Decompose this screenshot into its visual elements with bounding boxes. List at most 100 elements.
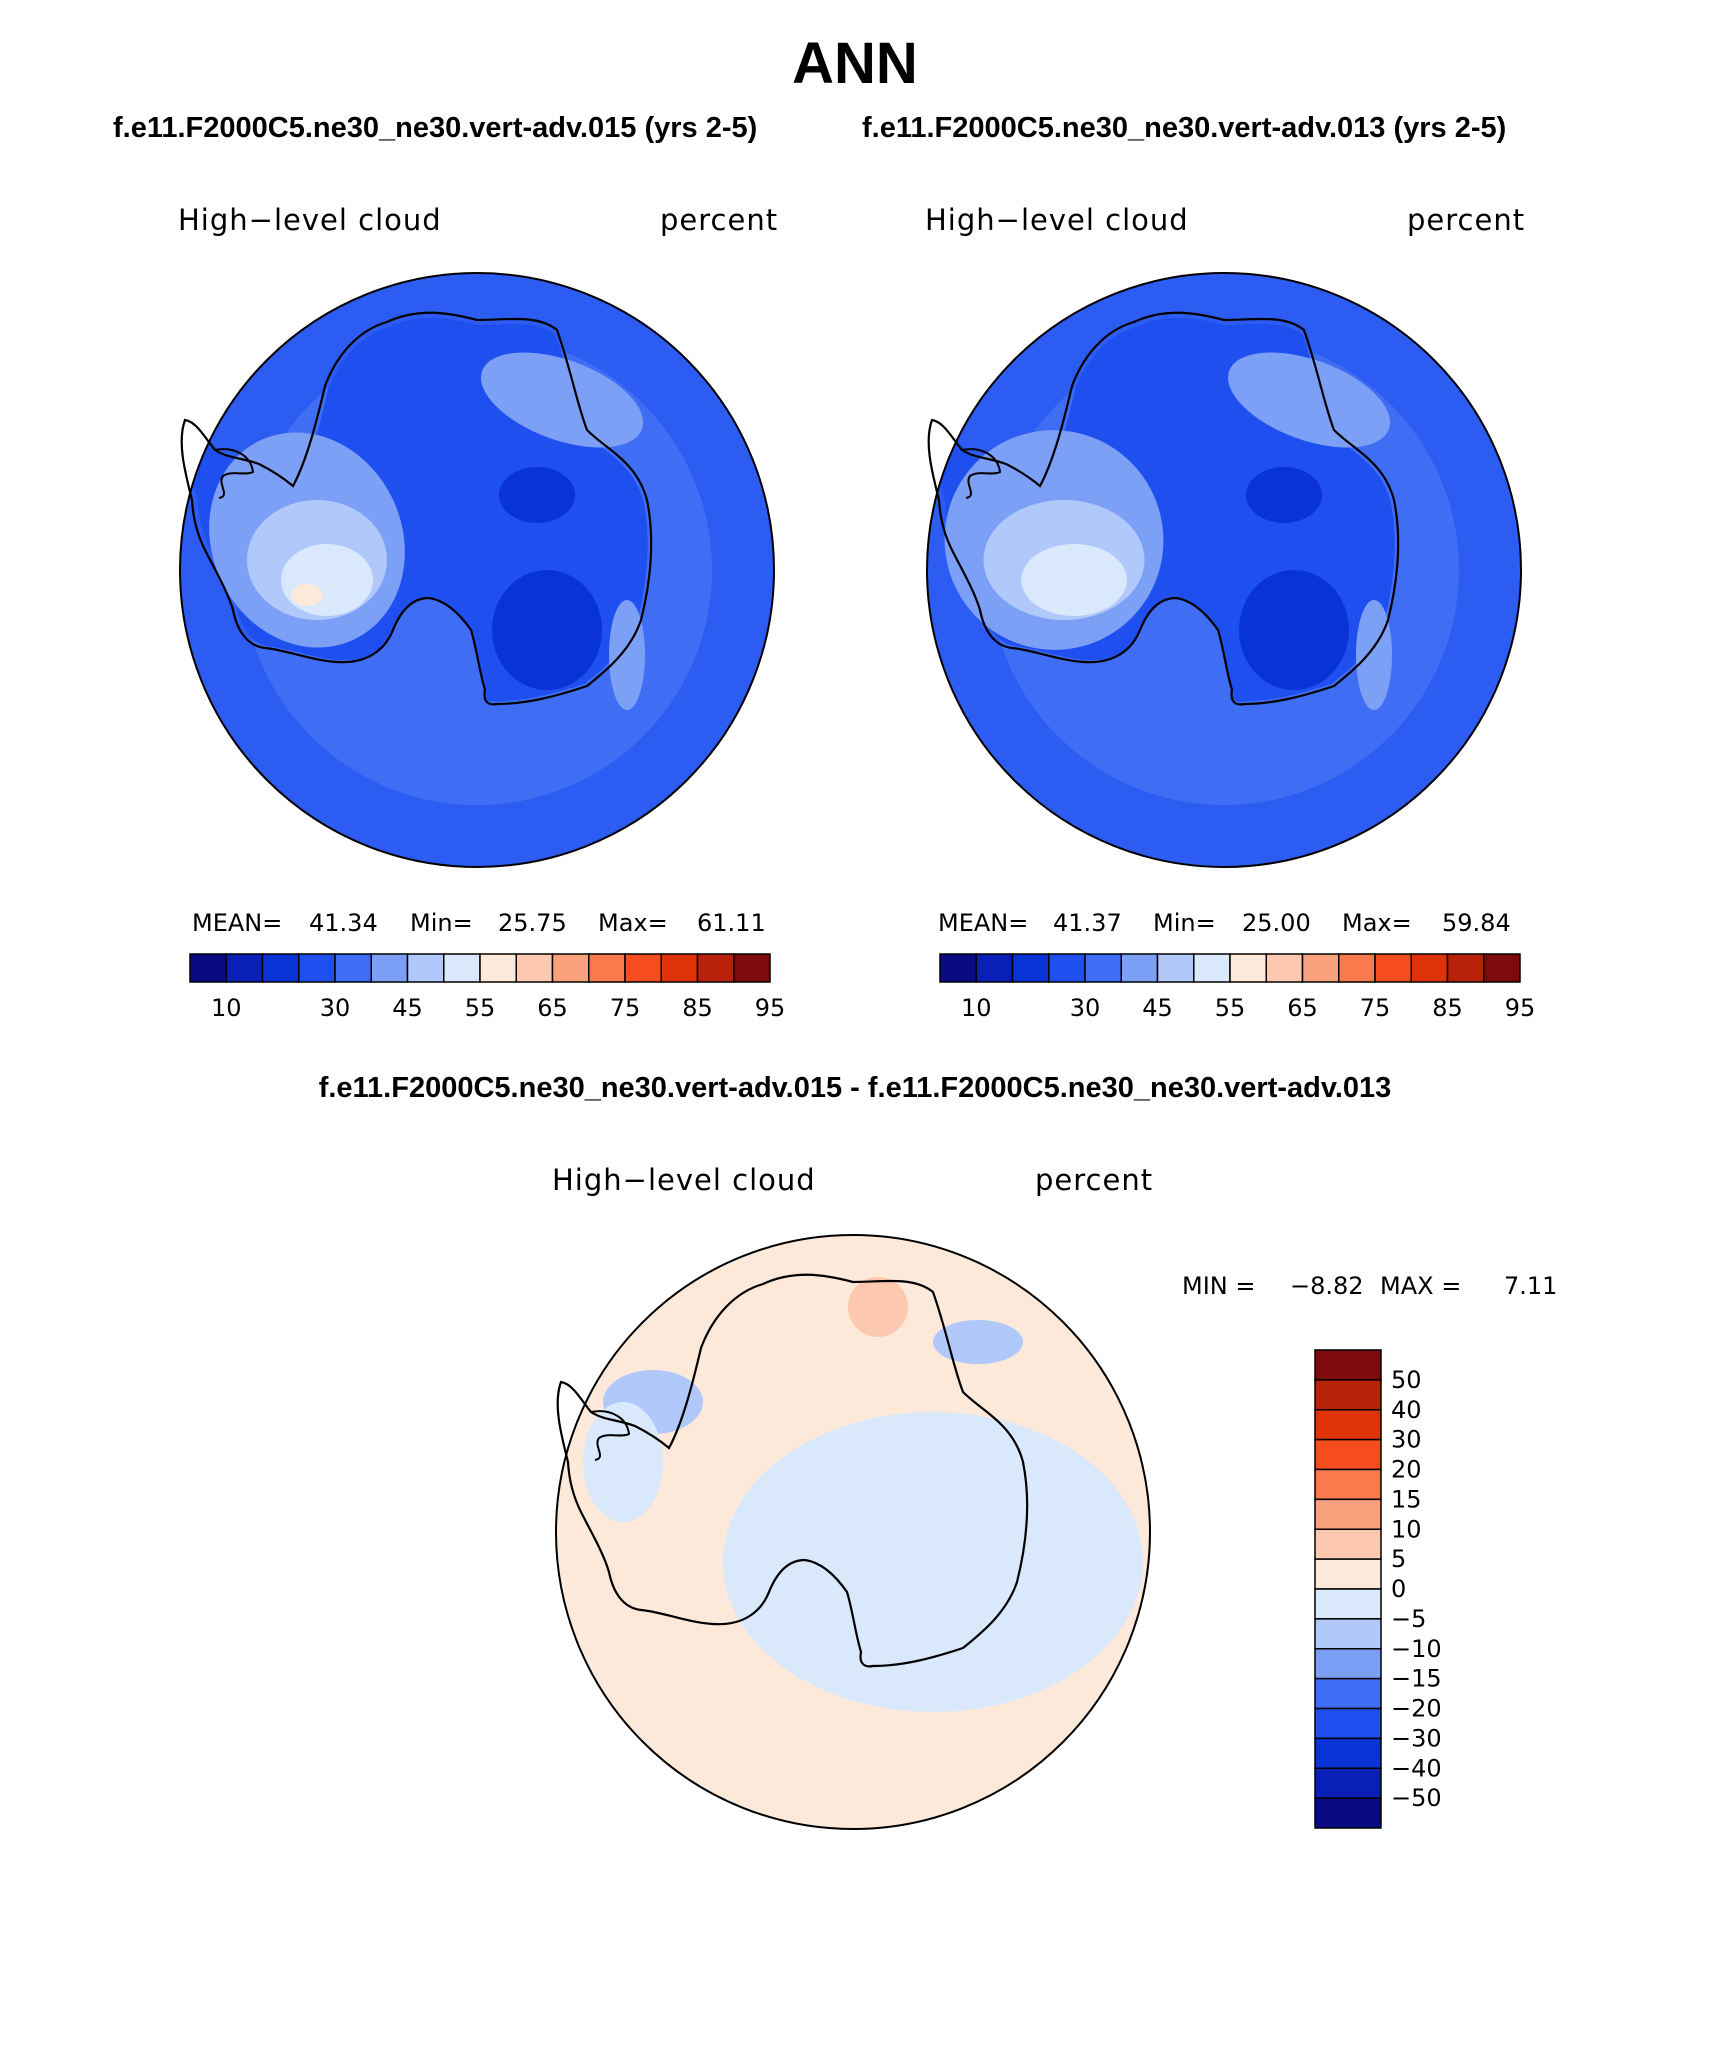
panel-2-colorbar-tick-label: 95	[1505, 994, 1536, 1022]
panel-3-colorbar-tick-label: −15	[1391, 1665, 1442, 1693]
panel-3-colorbar-cell	[1314, 1409, 1382, 1441]
panel-2-mean-value: 41.37	[1053, 909, 1122, 937]
panel-1-map	[179, 272, 775, 868]
panel-3-colorbar-cell	[1314, 1767, 1382, 1799]
panel-2-colorbar-cell	[1120, 953, 1159, 983]
panel-2-field-pocket-a	[1246, 467, 1322, 523]
panel-2-subtitle: f.e11.F2000C5.ne30_ne30.vert-adv.013 (yr…	[862, 112, 1507, 144]
panel-2-max-label: Max=	[1342, 909, 1412, 937]
panel-1-colorbar-cell	[298, 953, 336, 983]
panel-3-field-neutral-b	[583, 1402, 663, 1522]
panel-3-subtitle: f.e11.F2000C5.ne30_ne30.vert-adv.015 - f…	[318, 1072, 1392, 1104]
panel-2-colorbar-cell	[1011, 953, 1050, 983]
panel-1-field-light-c	[281, 544, 373, 616]
panel-3-colorbar-cell	[1314, 1438, 1382, 1471]
panel-3-colorbar-tick-label: 20	[1391, 1456, 1422, 1484]
panel-1-max-value: 61.11	[697, 909, 766, 937]
panel-2-units-label: percent	[1407, 203, 1526, 237]
panel-3-colorbar-cell	[1314, 1648, 1382, 1680]
panel-3-colorbar-tick-label: −5	[1391, 1605, 1426, 1633]
panel-1-colorbar-cell	[733, 953, 771, 983]
panel-1-mean-value: 41.34	[309, 909, 378, 937]
panel-1-max-label: Max=	[598, 909, 668, 937]
panel-3-peninsula-coast	[590, 1410, 631, 1461]
panel-3-colorbar-cell	[1314, 1379, 1382, 1411]
panel-1-colorbar-cell	[551, 953, 590, 983]
panel-2-colorbar-tick-label: 30	[1070, 994, 1101, 1022]
panel-1-colorbar-cell	[443, 953, 481, 983]
panel-3-colorbar-cell	[1314, 1468, 1382, 1501]
panel-3-colorbar-cell	[1314, 1677, 1382, 1710]
panel-1-colorbar-cell	[370, 953, 409, 983]
panel-3-colorbar-tick-label: 30	[1391, 1426, 1422, 1454]
panel-1-colorbar-cell	[334, 953, 372, 983]
panel-1-colorbar-tick-label: 75	[610, 994, 641, 1022]
panel-1-units-label: percent	[660, 203, 779, 237]
panel-1-min-label: Min=	[410, 909, 473, 937]
panel-1-colorbar-tick-label: 95	[755, 994, 786, 1022]
page-title: ANN	[792, 31, 918, 96]
panel-2-field-east-band	[1227, 352, 1391, 448]
panel-3-colorbar-cell	[1314, 1618, 1382, 1650]
panel-3-max-label: MAX =	[1380, 1272, 1462, 1300]
panel-1-field-ross-band	[609, 600, 645, 710]
panel-2-field-ross-band	[1356, 600, 1392, 710]
panel-3-field-neutral	[723, 1412, 1143, 1712]
panel-2-peninsula-coast	[961, 448, 1002, 499]
panel-3-map	[555, 1234, 1151, 1830]
panel-1-colorbar-tick-label: 10	[211, 994, 242, 1022]
colorbars: 10 30 45 55 65 75 85 95 10 30 45 55 65 75 85 9550403020…	[189, 953, 1536, 1829]
panel-2-colorbar-tick-label: 10	[961, 994, 992, 1022]
panel-2-colorbar-tick-label: 65	[1287, 994, 1318, 1022]
panel-2-min-value: 25.00	[1242, 909, 1311, 937]
panel-1-colorbar-cell	[660, 953, 699, 983]
panel-3-colorbar-cell	[1314, 1588, 1382, 1620]
panel-3-colorbar-cell	[1314, 1797, 1382, 1829]
panel-1-colorbar-tick-label: 30	[320, 994, 351, 1022]
panel-3-colorbar-tick-label: −50	[1391, 1784, 1442, 1812]
panel-1-colorbar-tick-label: 65	[537, 994, 568, 1022]
panel-2-mean-label: MEAN=	[938, 909, 1029, 937]
panel-3-colorbar-tick-label: −10	[1391, 1635, 1442, 1663]
panel-2-field-light-c	[1021, 544, 1127, 616]
panel-1-colorbar-cell	[225, 953, 264, 983]
panel-3-colorbar-tick-label: 0	[1391, 1575, 1406, 1603]
panel-1-map-border	[179, 272, 775, 868]
panel-1-colorbar-cell	[406, 953, 445, 983]
panel-2-colorbar-cell	[1301, 953, 1340, 983]
panel-3-field	[556, 1235, 1150, 1829]
panel-2-colorbar-cell	[1483, 953, 1521, 983]
panel-2-min-label: Min=	[1153, 909, 1216, 937]
panel-3-colorbar-cell	[1314, 1349, 1382, 1381]
panel-3-colorbar-cell	[1314, 1737, 1382, 1769]
panel-1-peninsula-coast	[214, 448, 255, 499]
panel-2-colorbar-cell	[1410, 953, 1449, 983]
panel-1-colorbar-cell	[515, 953, 554, 983]
panel-2-colorbar-tick-label: 85	[1432, 994, 1463, 1022]
panel-2-variable-label: High−level cloud	[925, 203, 1189, 237]
panel-2-colorbar-tick-label: 75	[1360, 994, 1391, 1022]
panel-1-colorbar-tick-label: 85	[682, 994, 713, 1022]
panel-3-min-label: MIN =	[1182, 1272, 1256, 1300]
panel-3-variable-label: High−level cloud	[552, 1163, 816, 1197]
panel-3-colorbar-tick-label: 15	[1391, 1485, 1422, 1513]
panel-2-colorbar-cell	[1229, 953, 1267, 983]
panel-1-mean-label: MEAN=	[192, 909, 283, 937]
panel-1-field-pocket-a	[499, 467, 575, 523]
panel-1-field	[180, 273, 774, 867]
panel-2-colorbar-cell	[1048, 953, 1086, 983]
panel-1-field-east-band	[480, 352, 644, 448]
panel-3-colorbar-tick-label: 5	[1391, 1545, 1406, 1573]
panel-3-colorbar-cell	[1314, 1528, 1382, 1560]
panel-2-map	[926, 272, 1522, 868]
panel-3-max-value: 7.11	[1504, 1272, 1558, 1300]
panel-1-field-peak	[291, 584, 323, 606]
panel-3-colorbar-tick-label: −40	[1391, 1754, 1442, 1782]
panel-3-colorbar-tick-label: −20	[1391, 1695, 1442, 1723]
panel-1-colorbar-cell	[479, 953, 517, 983]
panel-1-colorbar-cell	[261, 953, 300, 983]
panel-2-colorbar-cell	[1374, 953, 1412, 983]
panel-3-colorbar-tick-label: 10	[1391, 1515, 1422, 1543]
panel-1-variable-label: High−level cloud	[178, 203, 442, 237]
